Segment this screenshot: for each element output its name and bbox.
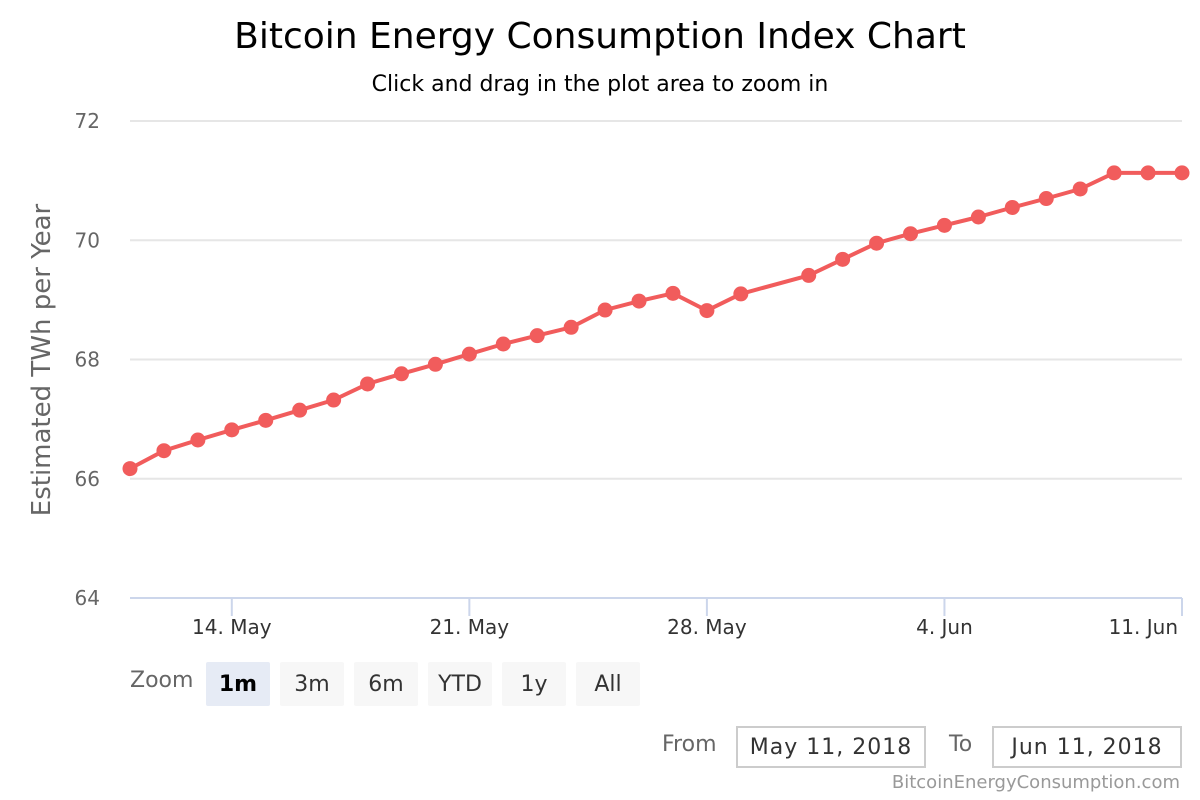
data-point[interactable]: [903, 226, 919, 242]
series[interactable]: [122, 165, 1190, 477]
from-date-input[interactable]: May 11, 2018: [736, 726, 926, 768]
series-line[interactable]: [129, 170, 1182, 471]
data-point[interactable]: [733, 286, 749, 302]
data-point[interactable]: [869, 235, 885, 251]
data-point[interactable]: [970, 209, 986, 225]
from-label: From: [662, 732, 717, 757]
y-tick-label: 70: [75, 228, 100, 252]
credits-link[interactable]: BitcoinEnergyConsumption.com: [891, 772, 1180, 793]
data-point[interactable]: [360, 376, 376, 392]
y-tick-label: 72: [75, 109, 100, 133]
chart-title: Bitcoin Energy Consumption Index Chart: [234, 16, 966, 57]
data-point[interactable]: [699, 303, 715, 319]
data-point[interactable]: [936, 217, 952, 233]
data-point[interactable]: [1004, 199, 1020, 215]
x-tick-label: 14. May: [192, 615, 272, 639]
data-point[interactable]: [1072, 181, 1088, 197]
data-point[interactable]: [1038, 191, 1054, 207]
data-point[interactable]: [563, 319, 579, 335]
y-tick-label: 66: [75, 467, 100, 491]
x-tick-label: 11. Jun: [1109, 615, 1178, 639]
data-point[interactable]: [393, 366, 409, 382]
data-point[interactable]: [665, 285, 681, 301]
data-point[interactable]: [597, 302, 613, 318]
y-axis-ticks: 64 66 68 70 72: [75, 109, 100, 610]
y-axis-label: Estimated TWh per Year: [27, 203, 57, 516]
data-point[interactable]: [427, 356, 443, 372]
zoom-ytd-button[interactable]: YTD: [428, 662, 492, 706]
data-point[interactable]: [461, 346, 477, 362]
zoom-1m-button[interactable]: 1m: [206, 662, 270, 706]
data-point[interactable]: [122, 461, 138, 477]
to-label: To: [949, 732, 973, 757]
y-tick-label: 68: [75, 348, 100, 372]
data-point[interactable]: [292, 402, 308, 418]
x-tick-label: 21. May: [430, 615, 510, 639]
data-point[interactable]: [326, 392, 342, 408]
data-point[interactable]: [495, 336, 511, 352]
chart-subtitle: Click and drag in the plot area to zoom …: [372, 72, 829, 97]
zoom-3m-button[interactable]: 3m: [280, 662, 344, 706]
x-tick-label: 4. Jun: [916, 615, 973, 639]
data-point[interactable]: [258, 412, 274, 428]
data-point[interactable]: [1106, 165, 1122, 181]
zoom-1y-button[interactable]: 1y: [502, 662, 566, 706]
to-date-input[interactable]: Jun 11, 2018: [992, 726, 1182, 768]
data-point[interactable]: [631, 293, 647, 309]
data-point[interactable]: [156, 443, 172, 459]
data-point[interactable]: [529, 328, 545, 344]
data-point[interactable]: [1174, 165, 1190, 181]
zoom-6m-button[interactable]: 6m: [354, 662, 418, 706]
data-point[interactable]: [835, 251, 851, 267]
x-tick-label: 28. May: [667, 615, 747, 639]
zoom-all-button[interactable]: All: [576, 662, 640, 706]
data-point[interactable]: [224, 422, 240, 438]
zoom-label: Zoom: [130, 668, 194, 693]
data-point[interactable]: [801, 267, 817, 283]
grid-lines: [130, 120, 1182, 480]
data-point[interactable]: [190, 432, 206, 448]
data-point[interactable]: [1140, 165, 1156, 181]
y-tick-label: 64: [75, 586, 100, 610]
x-axis: 14. May 21. May 28. May 4. Jun 11. Jun: [130, 597, 1183, 639]
